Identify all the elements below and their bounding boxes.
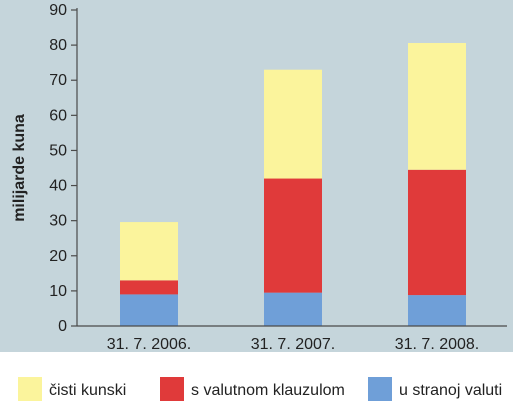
y-tick-label-40: 40 [49,178,67,195]
legend-label-s-valutnom-klauzulom: s valutnom klauzulom [191,382,345,399]
y-tick-label-80: 80 [49,37,67,54]
y-tick-label-70: 70 [49,72,67,89]
axes-layer: 0 10 20 30 40 50 60 70 80 90 31. 7. 2006. 31. 7. 20… [49,2,507,353]
legend-label-u-stranoj-valuti: u stranoj valuti [399,382,502,399]
legend-label-cisti-kunski: čisti kunski [49,382,126,399]
bar-cisti-kunski-2 [264,69,322,179]
y-tick-label-50: 50 [49,142,67,159]
x-tick-label-3: 31. 7. 2008. [395,336,480,353]
y-tick-label-0: 0 [58,318,67,335]
y-tick-label-90: 90 [49,2,67,19]
legend-swatch-s-valutnom-klauzulom [160,377,184,401]
bar-u-stranoj-valuti-1 [120,294,178,326]
bar-s-valutnom-klauzulom-1 [120,280,178,295]
y-tick-label-20: 20 [49,248,67,265]
x-tick-label-2: 31. 7. 2007. [251,336,336,353]
bar-s-valutnom-klauzulom-2 [264,178,322,293]
bar-u-stranoj-valuti-2 [264,292,322,326]
bar-cisti-kunski-3 [408,43,466,170]
bar-u-stranoj-valuti-3 [408,295,466,326]
bar-cisti-kunski-1 [120,222,178,281]
y-tick-label-30: 30 [49,213,67,230]
y-tick-label-10: 10 [49,283,67,300]
y-axis-label: milijarde kuna [11,114,28,222]
bar-s-valutnom-klauzulom-3 [408,169,466,296]
legend-swatch-cisti-kunski [18,377,42,401]
legend-swatch-u-stranoj-valuti [368,377,392,401]
y-tick-label-60: 60 [49,107,67,124]
bars-layer [120,43,466,326]
legend: čisti kunski s valutnom klauzulom u strano… [18,377,502,401]
x-tick-label-1: 31. 7. 2006. [107,336,192,353]
